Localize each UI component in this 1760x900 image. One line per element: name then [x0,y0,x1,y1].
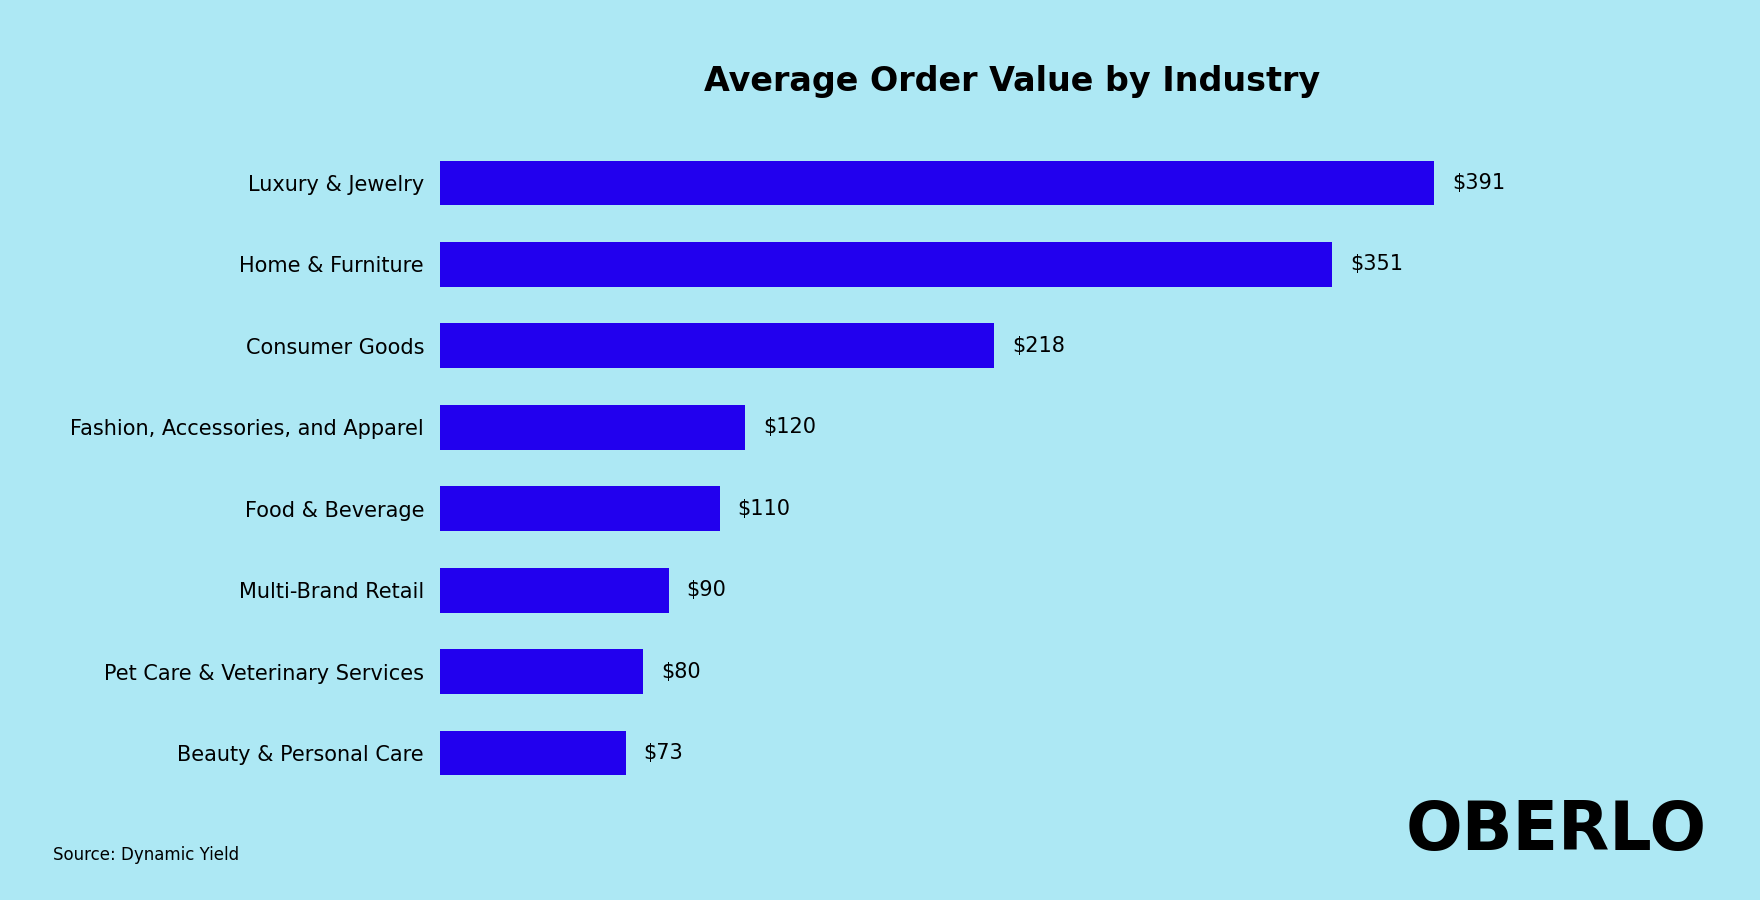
Text: $391: $391 [1452,173,1505,193]
Bar [440,731,625,776]
Bar [440,568,669,613]
Text: $218: $218 [1012,336,1065,356]
Text: $80: $80 [662,662,700,681]
Title: Average Order Value by Industry: Average Order Value by Industry [704,66,1320,98]
Text: $120: $120 [762,418,817,437]
Bar [440,323,994,368]
Text: Source: Dynamic Yield: Source: Dynamic Yield [53,846,239,864]
Bar [440,649,644,694]
Bar [440,405,744,450]
Text: $73: $73 [644,743,683,763]
Text: $90: $90 [686,580,727,600]
Bar [440,242,1332,287]
Bar [440,486,720,531]
Text: OBERLO: OBERLO [1406,798,1707,864]
Text: $351: $351 [1350,255,1403,274]
Text: $110: $110 [737,499,790,518]
Bar [440,160,1434,205]
